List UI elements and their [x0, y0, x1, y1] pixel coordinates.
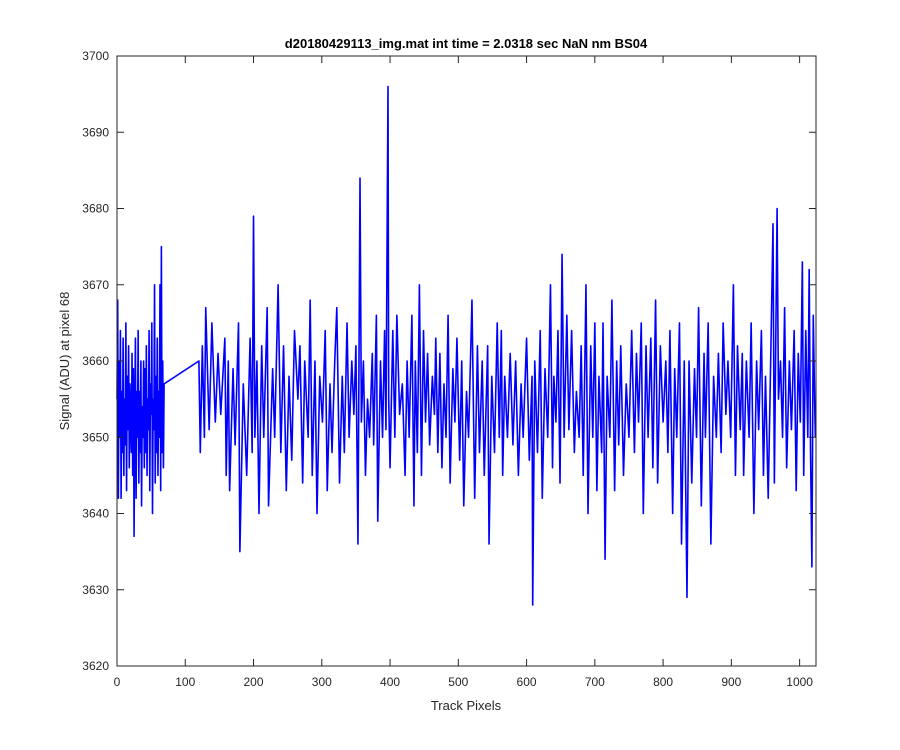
y-tick-label: 3670 — [82, 278, 109, 292]
y-tick-label: 3660 — [82, 354, 109, 368]
plot-area — [117, 56, 816, 666]
x-tick-label: 400 — [380, 675, 400, 689]
x-tick-label: 900 — [721, 675, 741, 689]
y-tick-label: 3690 — [82, 125, 109, 139]
x-tick-label: 300 — [312, 675, 332, 689]
series-line-0 — [116, 85, 817, 606]
y-tick-label: 3640 — [82, 507, 109, 521]
y-tick-label: 3700 — [82, 49, 109, 63]
x-tick-label: 200 — [244, 675, 264, 689]
data-layer — [116, 85, 817, 606]
y-axis-label: Signal (ADU) at pixel 68 — [57, 292, 72, 431]
y-tick-label: 3650 — [82, 430, 109, 444]
x-axis-label: Track Pixels — [431, 698, 502, 713]
x-tick-label: 0 — [114, 675, 121, 689]
x-tick-label: 700 — [585, 675, 605, 689]
y-tick-label: 3680 — [82, 202, 109, 216]
x-tick-label: 100 — [175, 675, 195, 689]
chart-title: d20180429113_img.mat int time = 2.0318 s… — [285, 36, 648, 51]
x-tick-label: 1000 — [786, 675, 813, 689]
x-tick-label: 800 — [653, 675, 673, 689]
y-tick-label: 3630 — [82, 583, 109, 597]
x-tick-label: 600 — [517, 675, 537, 689]
x-tick-label: 500 — [448, 675, 468, 689]
y-tick-label: 3620 — [82, 659, 109, 673]
ticks-layer: 0 100 200 300 400 500 600 700 800 900 1000 3620 3630… — [82, 49, 816, 689]
